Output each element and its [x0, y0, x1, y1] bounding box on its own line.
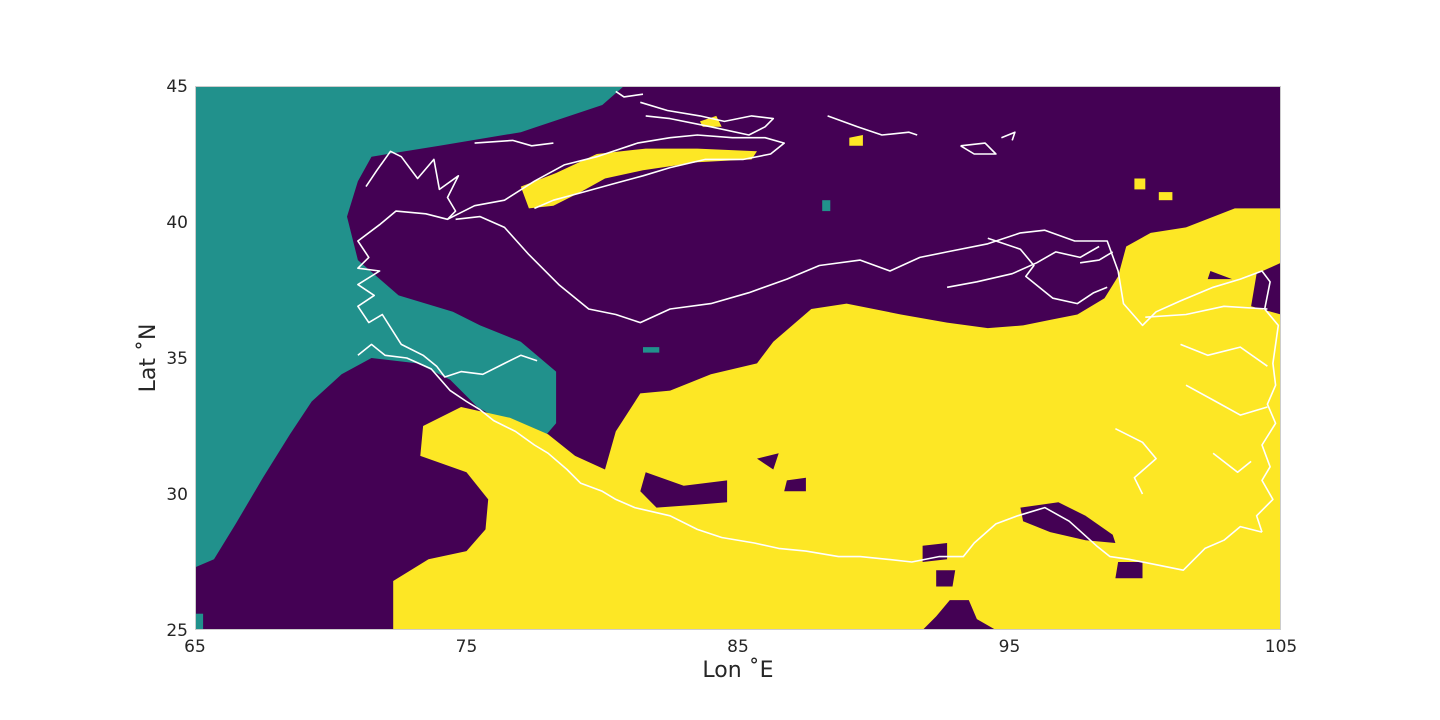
contour-line: [615, 90, 644, 98]
y-tick-label: 45: [166, 77, 188, 97]
contour-line: [827, 115, 918, 136]
contour-line: [1212, 452, 1252, 474]
contour-line: [640, 101, 775, 136]
contour-line: [987, 237, 1108, 305]
x-tick-label: 85: [727, 637, 749, 657]
class-0-region: [757, 453, 779, 470]
y-tick-label: 30: [166, 485, 188, 505]
y-tick-label: 40: [166, 213, 188, 233]
class-2-region: [849, 135, 863, 146]
contour-line: [1001, 131, 1016, 141]
contour-line: [357, 150, 538, 378]
class-0-region: [1207, 271, 1233, 280]
y-axis-label: Lat ˚N: [136, 324, 161, 393]
class-1-region: [195, 86, 624, 568]
contour-line: [474, 139, 554, 147]
class-0-region: [922, 600, 996, 630]
elevation-contours: [357, 90, 1280, 572]
class-0-region: [640, 472, 728, 508]
class-2-region: [1158, 192, 1173, 201]
x-tick-label: 65: [184, 637, 206, 657]
y-tick-label: 25: [166, 621, 188, 641]
class-0-region: [1020, 502, 1116, 543]
class-1-region: [195, 613, 204, 630]
contour-line: [946, 245, 1100, 289]
class-1-region: [643, 347, 660, 353]
class-1-region: [822, 200, 831, 212]
class-2-region: [520, 148, 757, 209]
contour-line: [1145, 305, 1268, 318]
x-tick-label: 95: [999, 637, 1021, 657]
y-tick-label: 35: [166, 349, 188, 369]
contour-line: [1185, 384, 1268, 416]
x-tick-label: 105: [1265, 637, 1297, 657]
class-2-region: [1134, 178, 1146, 190]
class-regions: [195, 86, 1281, 630]
contour-line: [960, 142, 997, 155]
class-0-region: [1251, 262, 1281, 315]
x-axis-label: Lon ˚E: [702, 658, 773, 683]
plot-frame: [195, 86, 1281, 630]
contour-line: [357, 343, 1263, 572]
contour-line: [1115, 427, 1157, 495]
contour-line: [455, 215, 1280, 533]
contour-line: [1079, 251, 1114, 264]
class-0-region: [784, 477, 806, 492]
class-2-region: [700, 115, 722, 127]
contour-line: [447, 134, 786, 221]
class-0-region: [1115, 562, 1143, 579]
contour-line: [1180, 343, 1268, 367]
y-axis-ticks: 25 30 35 40 45: [166, 77, 188, 641]
plot-area: [195, 86, 1281, 630]
x-tick-label: 75: [456, 637, 478, 657]
x-axis-ticks: 65 75 85 95 105: [184, 637, 1297, 657]
class-0-region: [936, 570, 956, 587]
